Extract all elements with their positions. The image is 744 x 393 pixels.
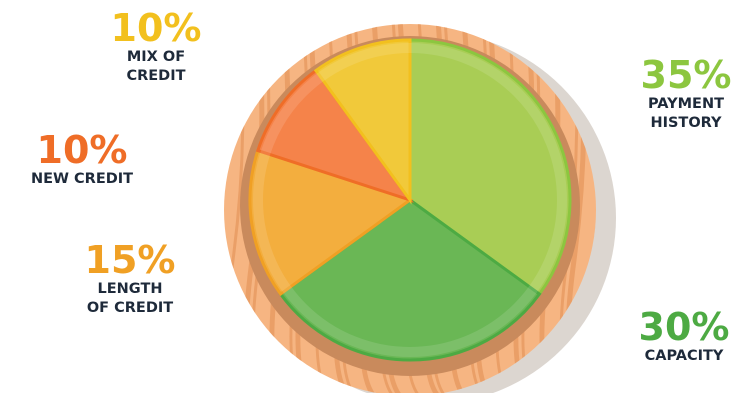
- label-capacity: 30% CAPACITY: [626, 307, 742, 366]
- slice-percent: 10%: [36, 128, 128, 172]
- slice-label: NEW CREDIT: [30, 171, 134, 187]
- slice-percent: 30%: [638, 305, 730, 349]
- slice-label: PAYMENT HISTORY: [648, 96, 724, 131]
- slice-percent: 10%: [110, 6, 202, 50]
- pie-slices: [248, 38, 572, 362]
- pie-slice-2: [248, 148, 414, 297]
- pie-slice-4: [313, 38, 412, 205]
- slice-label: MIX OF CREDIT: [126, 49, 186, 84]
- slice-label: CAPACITY: [644, 348, 724, 364]
- pie-slice-3: [255, 68, 414, 203]
- slice-percent: 35%: [640, 53, 732, 97]
- pie-highlight: [253, 43, 567, 357]
- pie-slice-0: [408, 38, 572, 297]
- slice-percent: 15%: [84, 238, 176, 282]
- label-new-credit: 10% NEW CREDIT: [0, 130, 164, 189]
- label-length-of-credit: 15% LENGTH OF CREDIT: [60, 240, 200, 318]
- slice-label: LENGTH OF CREDIT: [86, 281, 174, 316]
- pie-slice-1: [278, 198, 542, 362]
- label-mix-of-credit: 10% MIX OF CREDIT: [94, 8, 218, 86]
- label-payment-history: 35% PAYMENT HISTORY: [628, 55, 744, 133]
